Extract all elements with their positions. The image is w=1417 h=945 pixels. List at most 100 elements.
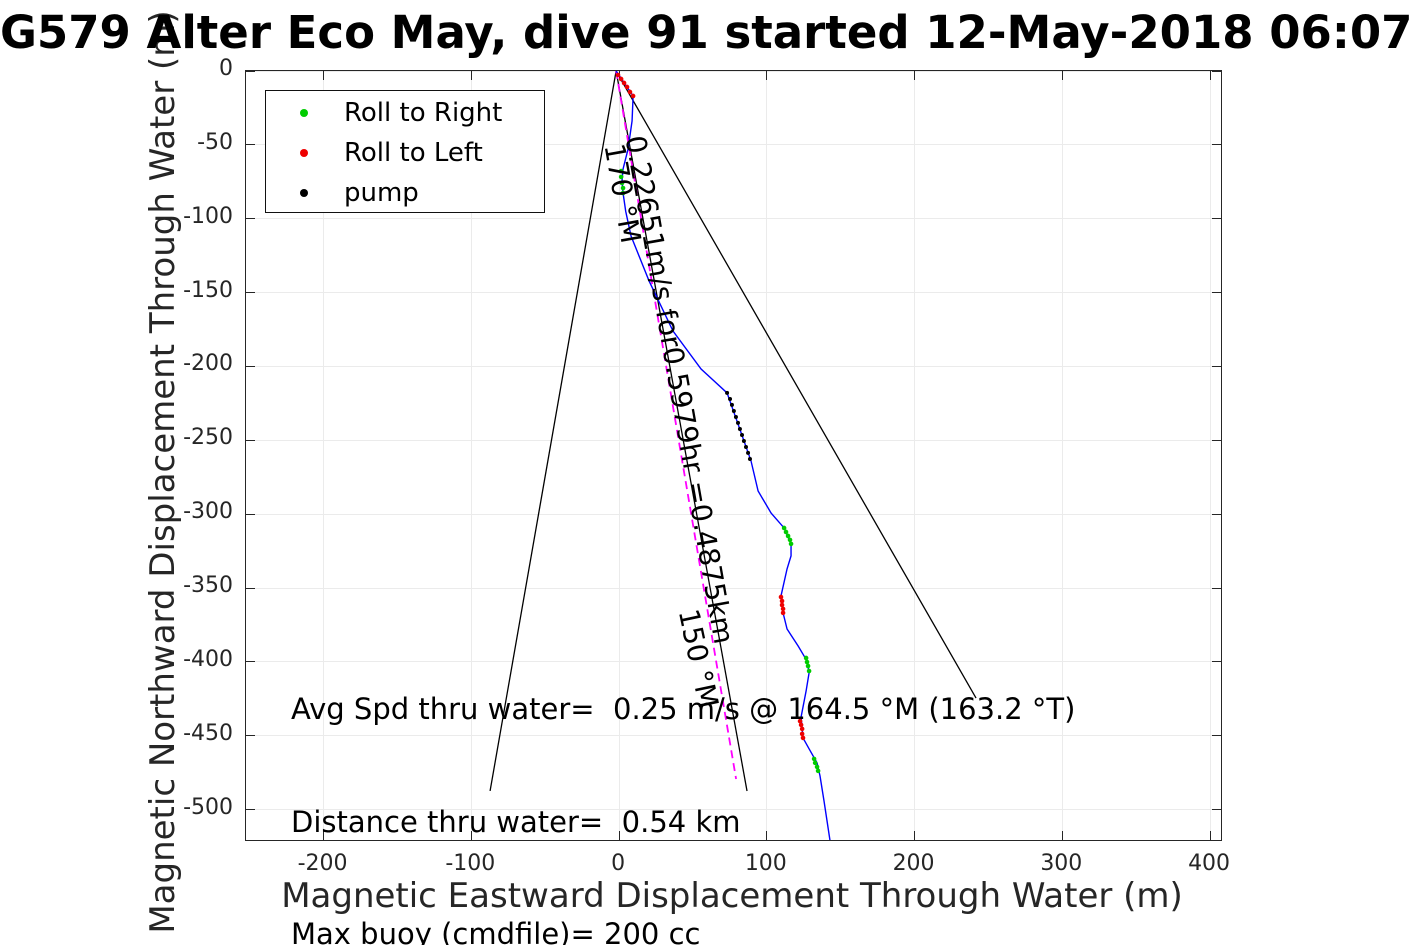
legend-label-roll-left: Roll to Left <box>344 138 483 168</box>
x-tick-label: -100 <box>445 851 496 876</box>
y-tick-label: -200 <box>183 351 233 377</box>
roll-right-marker-icon <box>300 109 308 117</box>
y-tick-right <box>1212 70 1221 72</box>
legend: Roll to Right Roll to Left pump <box>265 90 545 213</box>
gridline-y <box>246 661 1221 663</box>
y-tick-right <box>1212 365 1221 367</box>
pump-marker <box>731 408 736 413</box>
x-tick-label: -200 <box>297 851 348 876</box>
roll-left-marker <box>798 722 804 728</box>
gridline-y <box>246 365 1221 367</box>
legend-item-roll-right: Roll to Right <box>266 93 544 133</box>
x-tick-top <box>1209 71 1211 80</box>
roll-left-marker <box>780 606 786 612</box>
pump-marker <box>741 438 746 443</box>
figure-title: G579 Alter Eco May, dive 91 started 12-M… <box>0 6 1413 59</box>
roll-right-marker <box>787 537 793 543</box>
gridline-x <box>1061 71 1063 840</box>
plot-area <box>245 70 1222 841</box>
roll-left-marker <box>800 735 806 741</box>
roll-left-marker <box>615 72 621 78</box>
gridline-y <box>246 70 1221 72</box>
x-tick-label: 400 <box>1188 851 1231 876</box>
y-tick-left <box>246 218 255 220</box>
roll-right-marker <box>806 668 812 674</box>
stat-avg-speed: Avg Spd thru water= 0.25 m/s @ 164.5 °M … <box>291 692 1076 726</box>
x-tick-bottom <box>323 831 325 840</box>
dive-stats-text: Avg Spd thru water= 0.25 m/s @ 164.5 °M … <box>291 616 1075 945</box>
y-tick-left <box>246 735 255 737</box>
gridline-y <box>246 439 1221 441</box>
gridline-y <box>246 809 1221 811</box>
y-tick-right <box>1212 292 1221 294</box>
roll-right-marker <box>618 174 624 180</box>
roll-right-marker <box>815 768 821 774</box>
roll-right-marker <box>618 168 624 174</box>
x-tick-label: 0 <box>611 851 626 876</box>
y-tick-label: 0 <box>219 56 233 81</box>
y-tick-label: -100 <box>183 203 233 229</box>
gridline-x <box>323 71 325 840</box>
pump-marker <box>728 396 733 401</box>
roll-right-marker <box>788 541 794 547</box>
pump-marker <box>737 426 742 431</box>
roll-right-marker <box>619 180 625 186</box>
y-tick-right <box>1212 661 1221 663</box>
y-tick-right <box>1212 513 1221 515</box>
gridline-x <box>618 71 620 840</box>
pump-marker-icon <box>300 189 308 197</box>
pump-marker <box>746 450 751 455</box>
pump-marker <box>743 445 748 450</box>
y-tick-left <box>246 439 255 441</box>
gridline-y <box>246 735 1221 737</box>
bearing-ray-line <box>615 71 977 699</box>
gridline-x <box>1209 71 1211 840</box>
roll-right-marker <box>620 185 626 191</box>
gridline-y <box>246 144 1221 146</box>
y-tick-label: -150 <box>183 277 233 303</box>
x-tick-top <box>470 71 472 80</box>
bearing-ray-line <box>615 71 748 792</box>
roll-left-marker <box>621 80 627 86</box>
legend-label-pump: pump <box>344 178 419 208</box>
x-tick-bottom <box>1061 831 1063 840</box>
y-tick-left <box>246 292 255 294</box>
x-tick-top <box>766 71 768 80</box>
y-tick-label: -500 <box>183 794 233 820</box>
gridline-x <box>470 71 472 840</box>
roll-right-marker <box>783 529 789 535</box>
stat-max-buoy: Max buoy (cmdfile)= 200 cc <box>291 917 701 945</box>
x-axis-label: Magnetic Eastward Displacement Through W… <box>281 876 1183 916</box>
y-tick-left <box>246 365 255 367</box>
x-tick-label: 300 <box>1040 851 1083 876</box>
y-tick-label: -300 <box>183 499 233 525</box>
x-tick-top <box>323 71 325 80</box>
y-tick-left <box>246 144 255 146</box>
x-tick-bottom <box>618 831 620 840</box>
y-tick-left <box>246 513 255 515</box>
y-tick-label: -400 <box>183 646 233 672</box>
x-tick-bottom <box>1209 831 1211 840</box>
y-tick-left <box>246 587 255 589</box>
gridline-x <box>914 71 916 840</box>
y-tick-right <box>1212 218 1221 220</box>
roll-right-marker <box>814 764 820 770</box>
roll-left-marker <box>799 731 805 737</box>
y-tick-right <box>1212 587 1221 589</box>
roll-left-marker <box>779 598 785 604</box>
roll-left-marker <box>799 726 805 732</box>
trajectory-svg <box>489 71 977 840</box>
gridline-y <box>246 218 1221 220</box>
y-tick-left <box>246 70 255 72</box>
roll-right-marker <box>803 655 809 661</box>
x-tick-bottom <box>766 831 768 840</box>
stat-distance: Distance thru water= 0.54 km <box>291 804 741 839</box>
roll-right-marker <box>785 533 791 539</box>
roll-left-marker <box>780 610 786 616</box>
roll-right-marker <box>620 190 626 196</box>
y-tick-left <box>246 809 255 811</box>
pump-marker <box>733 415 738 420</box>
y-tick-label: -50 <box>197 129 233 155</box>
x-tick-bottom <box>914 831 916 840</box>
y-tick-right <box>1212 439 1221 441</box>
